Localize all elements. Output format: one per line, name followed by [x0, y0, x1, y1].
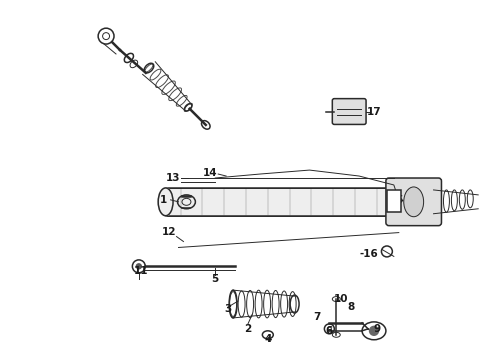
Text: 2: 2: [245, 324, 251, 334]
FancyBboxPatch shape: [332, 99, 366, 125]
Ellipse shape: [369, 327, 378, 335]
Text: 14: 14: [203, 168, 218, 178]
Ellipse shape: [102, 33, 110, 40]
Text: 9: 9: [373, 324, 381, 334]
Ellipse shape: [136, 264, 141, 269]
Text: 15: 15: [390, 195, 404, 205]
Text: 12: 12: [161, 226, 176, 237]
Text: 10: 10: [334, 294, 348, 304]
Text: 17: 17: [367, 107, 381, 117]
Ellipse shape: [404, 187, 424, 217]
Ellipse shape: [158, 188, 173, 216]
Text: 11: 11: [134, 266, 148, 276]
Text: 6: 6: [326, 326, 333, 336]
FancyBboxPatch shape: [166, 188, 394, 216]
Text: 13: 13: [165, 173, 180, 183]
Text: 3: 3: [224, 304, 232, 314]
Text: 4: 4: [264, 334, 271, 344]
Text: 7: 7: [314, 312, 321, 322]
FancyBboxPatch shape: [386, 178, 441, 226]
Text: 1: 1: [160, 195, 167, 205]
Text: 8: 8: [347, 302, 355, 312]
Text: 5: 5: [212, 274, 219, 284]
Text: -16: -16: [360, 249, 378, 260]
FancyBboxPatch shape: [387, 190, 401, 212]
